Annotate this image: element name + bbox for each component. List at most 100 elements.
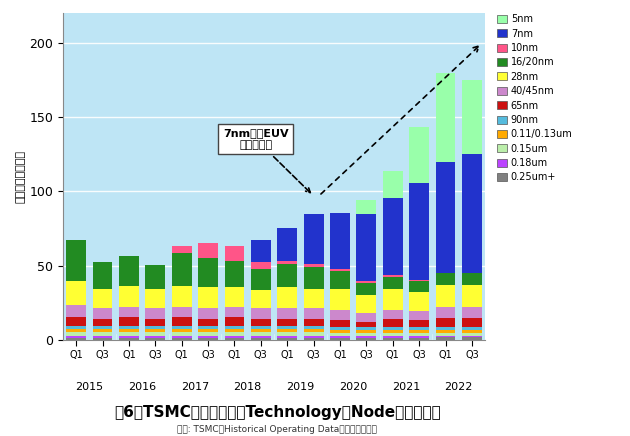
Bar bbox=[304, 329, 324, 332]
Bar bbox=[410, 127, 429, 183]
Text: 2021: 2021 bbox=[392, 382, 420, 392]
Text: 2022: 2022 bbox=[445, 382, 473, 392]
Bar bbox=[172, 307, 192, 317]
Bar bbox=[435, 333, 455, 336]
Bar bbox=[357, 321, 376, 327]
Text: 2018: 2018 bbox=[234, 382, 262, 392]
Bar bbox=[66, 281, 86, 305]
Bar bbox=[357, 313, 376, 321]
Bar bbox=[410, 320, 429, 327]
Bar bbox=[330, 310, 350, 320]
Bar bbox=[462, 336, 482, 337]
Bar bbox=[330, 338, 350, 340]
Bar bbox=[357, 336, 376, 338]
Bar bbox=[198, 338, 218, 340]
Bar bbox=[224, 246, 244, 261]
Bar bbox=[330, 289, 350, 310]
Bar bbox=[410, 281, 429, 292]
Legend: 5nm, 7nm, 10nm, 16/20nm, 28nm, 40/45nm, 65nm, 90nm, 0.11/0.13um, 0.15um, 0.18um,: 5nm, 7nm, 10nm, 16/20nm, 28nm, 40/45nm, … bbox=[494, 11, 575, 185]
Bar bbox=[462, 273, 482, 285]
Bar bbox=[277, 261, 297, 263]
Bar bbox=[304, 263, 324, 266]
Bar bbox=[277, 338, 297, 340]
Bar bbox=[330, 271, 350, 289]
Bar bbox=[383, 310, 403, 319]
Bar bbox=[330, 330, 350, 334]
Bar bbox=[410, 334, 429, 336]
Bar bbox=[146, 332, 165, 336]
Bar bbox=[251, 336, 271, 338]
Text: 7nm＋にEUV
を量産適用: 7nm＋にEUV を量産適用 bbox=[223, 128, 311, 193]
Bar bbox=[277, 326, 297, 329]
Bar bbox=[93, 332, 113, 336]
Bar bbox=[251, 240, 271, 262]
Bar bbox=[277, 287, 297, 308]
Bar bbox=[357, 200, 376, 215]
Bar bbox=[357, 330, 376, 334]
Y-axis label: 売上高（億ドル）: 売上高（億ドル） bbox=[15, 150, 25, 203]
Bar bbox=[119, 332, 139, 336]
Bar bbox=[462, 285, 482, 307]
Bar bbox=[119, 256, 139, 286]
Bar bbox=[146, 319, 165, 326]
Bar bbox=[330, 320, 350, 327]
Text: 2016: 2016 bbox=[128, 382, 156, 392]
Bar bbox=[251, 269, 271, 290]
Bar bbox=[304, 332, 324, 336]
Bar bbox=[383, 289, 403, 310]
Text: 2017: 2017 bbox=[181, 382, 209, 392]
Bar bbox=[435, 285, 455, 307]
Bar bbox=[383, 319, 403, 327]
Bar bbox=[146, 265, 165, 289]
Bar bbox=[93, 326, 113, 329]
Bar bbox=[119, 286, 139, 307]
Bar bbox=[357, 283, 376, 295]
Bar bbox=[357, 295, 376, 313]
Bar bbox=[119, 329, 139, 332]
Bar bbox=[146, 338, 165, 340]
Bar bbox=[330, 327, 350, 330]
Bar bbox=[304, 319, 324, 326]
Bar bbox=[435, 307, 455, 318]
Text: 出所: TSMCのHistorical Operating Dataを基に筆者作成: 出所: TSMCのHistorical Operating Dataを基に筆者作… bbox=[177, 425, 377, 434]
Text: 囶6　TSMCの四半期毎のTechnology・Node別の売上高: 囶6 TSMCの四半期毎のTechnology・Node別の売上高 bbox=[114, 405, 440, 419]
Bar bbox=[93, 262, 113, 289]
Bar bbox=[119, 338, 139, 340]
Bar bbox=[119, 317, 139, 326]
Bar bbox=[383, 327, 403, 330]
Bar bbox=[277, 263, 297, 287]
Bar bbox=[462, 80, 482, 154]
Bar bbox=[172, 246, 192, 253]
Bar bbox=[330, 334, 350, 336]
Bar bbox=[224, 332, 244, 336]
Bar bbox=[172, 329, 192, 332]
Bar bbox=[304, 308, 324, 319]
Bar bbox=[224, 287, 244, 307]
Bar bbox=[224, 336, 244, 338]
Bar bbox=[277, 336, 297, 338]
Bar bbox=[172, 253, 192, 286]
Bar bbox=[251, 326, 271, 329]
Bar bbox=[66, 305, 86, 317]
Bar bbox=[66, 240, 86, 281]
Bar bbox=[251, 338, 271, 340]
Text: 2015: 2015 bbox=[76, 382, 103, 392]
Bar bbox=[198, 308, 218, 319]
Bar bbox=[410, 327, 429, 330]
Bar bbox=[146, 326, 165, 329]
Bar bbox=[277, 329, 297, 332]
Bar bbox=[383, 277, 403, 289]
Bar bbox=[172, 286, 192, 307]
Bar bbox=[435, 72, 455, 162]
Bar bbox=[146, 336, 165, 338]
Bar bbox=[410, 183, 429, 280]
Bar bbox=[304, 266, 324, 289]
Bar bbox=[146, 329, 165, 332]
Bar bbox=[383, 336, 403, 338]
Bar bbox=[251, 308, 271, 319]
Bar bbox=[330, 269, 350, 271]
Bar bbox=[410, 292, 429, 311]
Bar bbox=[251, 290, 271, 308]
Bar bbox=[462, 337, 482, 340]
Bar bbox=[435, 273, 455, 285]
